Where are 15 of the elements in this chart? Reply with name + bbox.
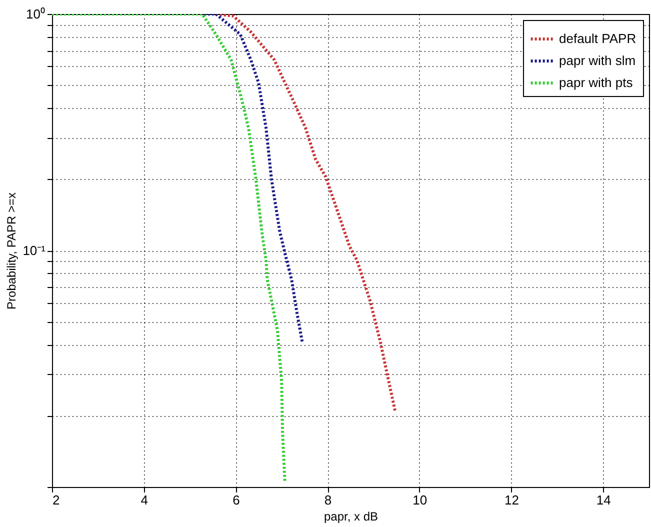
x-tick-label: 12	[504, 492, 519, 508]
x-tick-label: 10	[412, 492, 428, 508]
y-axis-title: Probability, PAPR >=x	[4, 192, 19, 310]
x-axis-title: papr, x dB	[324, 510, 378, 524]
y-tick-label: 10⁻¹	[22, 243, 46, 258]
x-tick-label: 8	[324, 492, 332, 508]
legend-label: papr with pts	[559, 75, 634, 90]
y-tick-label: 10⁰	[26, 6, 46, 22]
x-tick-label: 6	[232, 492, 240, 508]
x-tick-label: 14	[596, 492, 611, 508]
x-tick-label: 2	[52, 492, 60, 508]
line-series	[52, 14, 286, 483]
legend-label: papr with slm	[559, 53, 636, 68]
x-tick-label: 4	[140, 492, 148, 508]
legend-label: default PAPR	[559, 31, 636, 46]
